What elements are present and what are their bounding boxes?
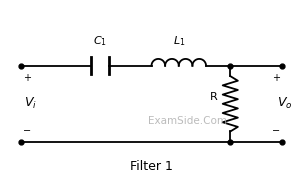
Text: R: R xyxy=(210,92,218,102)
Text: Filter 1: Filter 1 xyxy=(130,160,173,173)
Text: −: − xyxy=(272,126,280,136)
Text: +: + xyxy=(23,73,31,83)
Text: ExamSide.Com: ExamSide.Com xyxy=(148,116,227,126)
Text: $L_1$: $L_1$ xyxy=(172,35,185,48)
Text: +: + xyxy=(272,73,280,83)
Text: $C_1$: $C_1$ xyxy=(93,35,107,48)
Text: −: − xyxy=(23,126,31,136)
Text: $V_o$: $V_o$ xyxy=(277,96,293,111)
Text: $V_i$: $V_i$ xyxy=(24,96,37,111)
